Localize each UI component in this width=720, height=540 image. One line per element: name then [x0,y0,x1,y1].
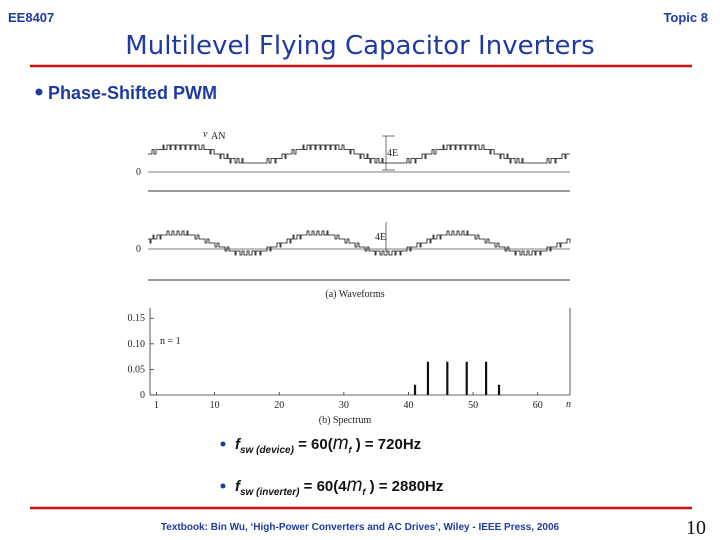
bullet-dot [220,441,226,447]
text: = 60( [294,436,333,453]
x-tick-label: 20 [274,400,284,411]
x-tick-label: 1 [154,400,159,411]
symbol: f [235,478,242,495]
course-code: EE8407 [8,10,54,25]
y-tick-label: 0.15 [128,313,146,324]
level-label: 4E [375,232,386,243]
waveform-label-sub: AN [211,131,225,142]
formula: fsw (inverter) = 60(4mf ) = 2880Hz [235,475,443,498]
subscript: sw (device) [240,445,295,456]
subscript: sw (inverter) [240,487,300,498]
x-tick-label: 60 [533,400,543,411]
zero-label: 0 [136,167,141,178]
text: ) = 2880Hz [365,478,443,495]
level-label: 4E [387,148,398,159]
waveform [148,144,570,164]
bullet-dot [35,88,43,96]
x-tick-label: 40 [403,400,413,411]
text: ) = 720Hz [352,436,422,453]
bullet-text: Phase-Shifted PWM [48,83,217,103]
subscript: f [362,487,366,497]
slide-title: Multilevel Flying Capacitor Inverters [125,31,594,61]
spectrum-bar [426,361,430,395]
spectrum-bar [465,361,468,395]
spectrum-bar [413,384,417,395]
caption: (b) Spectrum [319,415,372,426]
formula: fsw (device) = 60(mf ) = 720Hz [235,433,421,456]
waveform-label: v [203,129,208,140]
symbol: m [333,433,349,454]
symbol: m [347,475,363,496]
y-tick-label: 0.05 [128,364,146,375]
formulas: fsw (device) = 60(mf ) = 720Hz fsw (inve… [220,433,443,498]
text: = 60(4 [299,478,347,495]
bullet-dot [220,483,226,489]
zero-label: 0 [136,244,141,255]
spectrum-bar [497,384,501,395]
subscript: f [349,445,353,455]
y-tick-label: 0 [140,390,145,401]
x-axis-label: n [566,399,571,410]
waveform [148,230,571,256]
figure: v AN 0 0 4E 4E (a) Waveforms n = 1 n (b)… [128,129,572,426]
spectrum-bar [485,361,488,395]
annotation: n = 1 [160,336,181,347]
x-tick-label: 10 [210,400,220,411]
topic: Topic 8 [663,10,708,25]
page-number: 10 [686,517,706,539]
caption: (a) Waveforms [325,289,384,300]
y-tick-label: 0.10 [128,339,146,350]
spectrum-bar [446,361,449,395]
x-tick-label: 50 [468,400,478,411]
x-tick-label: 30 [339,400,349,411]
footer-text: Textbook: Bin Wu, ‘High-Power Converters… [161,522,560,533]
symbol: f [235,436,242,453]
